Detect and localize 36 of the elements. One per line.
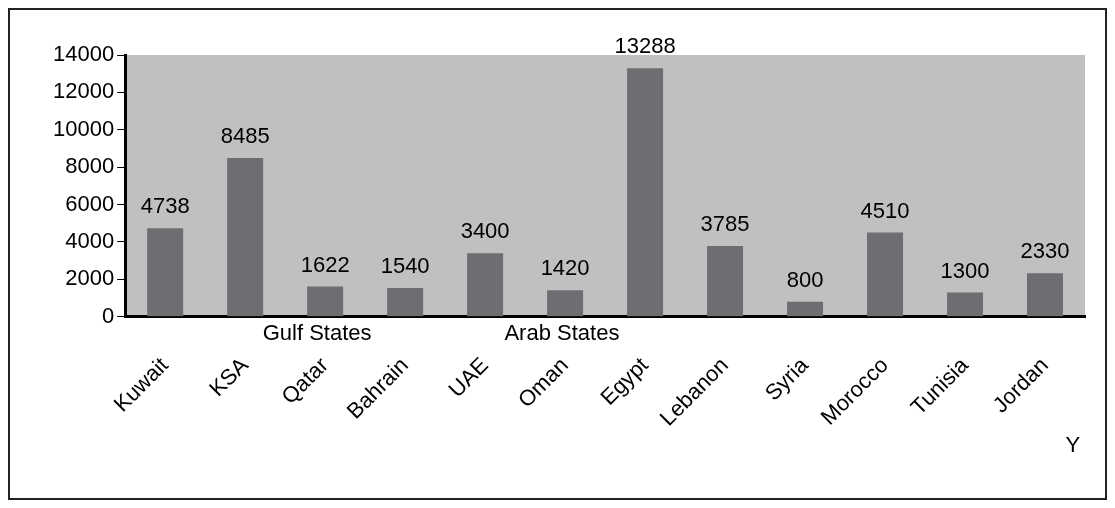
bar <box>947 292 984 317</box>
data-label: 4738 <box>140 193 190 219</box>
text: Gulf States <box>262 319 372 345</box>
data-label: 3785 <box>700 211 750 237</box>
bar <box>707 246 744 317</box>
text: Arab States <box>504 319 620 345</box>
y-tick-label: 4000 <box>65 228 115 254</box>
data-label: 8485 <box>220 123 270 149</box>
y-tick-label: 12000 <box>52 78 115 104</box>
data-label: 1420 <box>540 255 590 281</box>
bar <box>627 68 664 317</box>
y-tick-label: 2000 <box>65 265 115 291</box>
x-tick-label: KSA <box>204 352 254 402</box>
bar <box>547 290 584 317</box>
y-tick-label: 6000 <box>65 190 115 216</box>
data-label: 4510 <box>860 197 910 223</box>
y-tick-label: 0 <box>101 302 115 328</box>
data-label: 800 <box>786 266 824 292</box>
bar <box>387 287 424 317</box>
bar <box>467 253 504 317</box>
y-tick-label: 10000 <box>52 115 115 141</box>
bar <box>147 228 184 317</box>
data-label: 2330 <box>1020 238 1070 264</box>
bar <box>227 158 264 317</box>
bar <box>1027 273 1063 317</box>
y-tick-label: 14000 <box>52 41 115 67</box>
data-label: 1300 <box>940 257 990 283</box>
y-tick-label: 8000 <box>65 153 115 179</box>
data-label: 3400 <box>460 218 510 244</box>
data-label: 1540 <box>380 253 430 279</box>
bar <box>307 286 344 317</box>
data-label: 13288 <box>614 33 676 59</box>
data-label: 1622 <box>300 251 350 277</box>
bar <box>867 232 904 317</box>
bar <box>787 301 824 317</box>
text: Y <box>1065 431 1081 457</box>
